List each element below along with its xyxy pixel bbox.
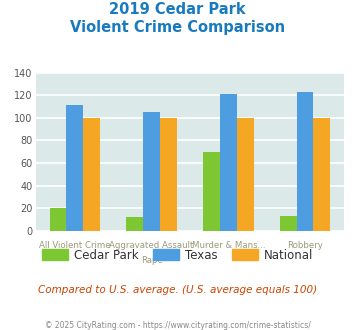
Text: Robbery: Robbery <box>287 241 323 250</box>
Bar <box>126 217 143 231</box>
Bar <box>66 105 83 231</box>
Bar <box>237 118 253 231</box>
Bar <box>203 152 220 231</box>
Bar <box>83 118 100 231</box>
Bar <box>160 118 177 231</box>
Bar <box>143 112 160 231</box>
Bar <box>313 118 330 231</box>
Text: All Violent Crime: All Violent Crime <box>39 241 111 250</box>
Text: 2019 Cedar Park: 2019 Cedar Park <box>109 2 246 16</box>
Text: Murder & Mans...: Murder & Mans... <box>192 241 265 250</box>
Bar <box>50 208 66 231</box>
Text: Compared to U.S. average. (U.S. average equals 100): Compared to U.S. average. (U.S. average … <box>38 285 317 295</box>
Bar <box>280 216 296 231</box>
Bar <box>296 92 313 231</box>
Text: Aggravated Assault: Aggravated Assault <box>109 241 194 250</box>
Text: Violent Crime Comparison: Violent Crime Comparison <box>70 20 285 35</box>
Bar <box>220 94 237 231</box>
Text: Rape: Rape <box>141 256 163 265</box>
Legend: Cedar Park, Texas, National: Cedar Park, Texas, National <box>38 244 317 266</box>
Text: © 2025 CityRating.com - https://www.cityrating.com/crime-statistics/: © 2025 CityRating.com - https://www.city… <box>45 321 310 330</box>
